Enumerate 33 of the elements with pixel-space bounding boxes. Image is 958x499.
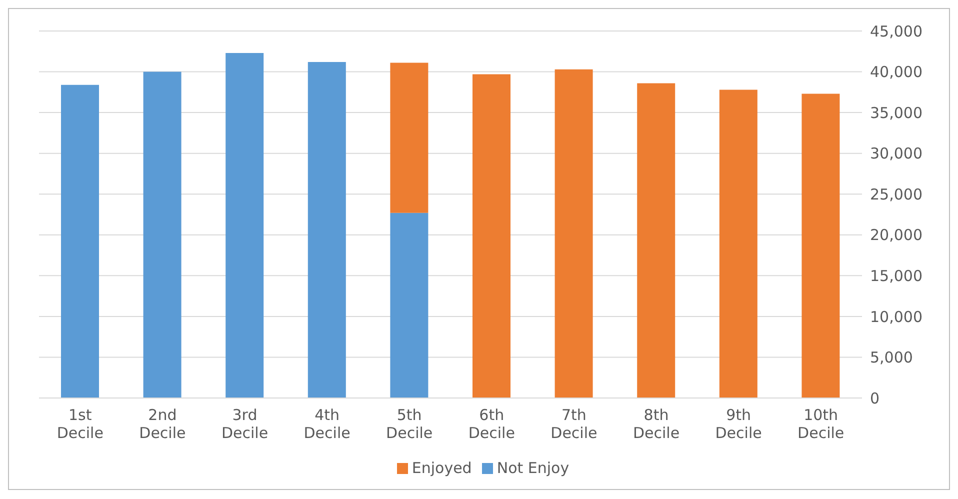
x-tick-label: 5th Decile (386, 406, 433, 442)
y-tick-label: 40,000 (870, 63, 922, 82)
x-tick-label: 4th Decile (304, 406, 350, 442)
x-tick-label: 1st Decile (56, 406, 104, 442)
x-tick-label: 8th Decile (632, 406, 680, 442)
bar (637, 83, 676, 398)
bar (226, 53, 264, 398)
bar (390, 62, 428, 213)
bar (554, 69, 593, 398)
bar (390, 212, 428, 398)
y-tick-label: 10,000 (870, 308, 922, 326)
bar (472, 74, 510, 398)
y-tick-label: 0 (870, 389, 880, 408)
y-tick-label: 15,000 (870, 266, 922, 285)
y-tick-label: 5,000 (870, 348, 913, 367)
legend-label: Not Enjoy (496, 459, 570, 477)
x-tick-label: 10th Decile (798, 406, 844, 442)
x-tick-label: 9th Decile (715, 406, 762, 442)
bar (61, 84, 99, 398)
y-tick-label: 45,000 (870, 22, 922, 40)
bar (308, 62, 346, 398)
bar (143, 72, 182, 398)
x-tick-label: 7th Decile (550, 406, 598, 442)
x-tick-label: 3rd Decile (221, 406, 268, 442)
bar (802, 94, 840, 398)
bar (719, 90, 758, 398)
y-tick-label: 25,000 (870, 185, 922, 204)
x-tick-label: 2nd Decile (139, 406, 186, 442)
y-tick-label: 20,000 (870, 226, 922, 244)
x-tick-label: 6th Decile (468, 406, 515, 442)
y-tick-label: 30,000 (870, 144, 922, 163)
y-tick-label: 35,000 (870, 104, 922, 122)
legend-label: Enjoyed (412, 459, 472, 477)
